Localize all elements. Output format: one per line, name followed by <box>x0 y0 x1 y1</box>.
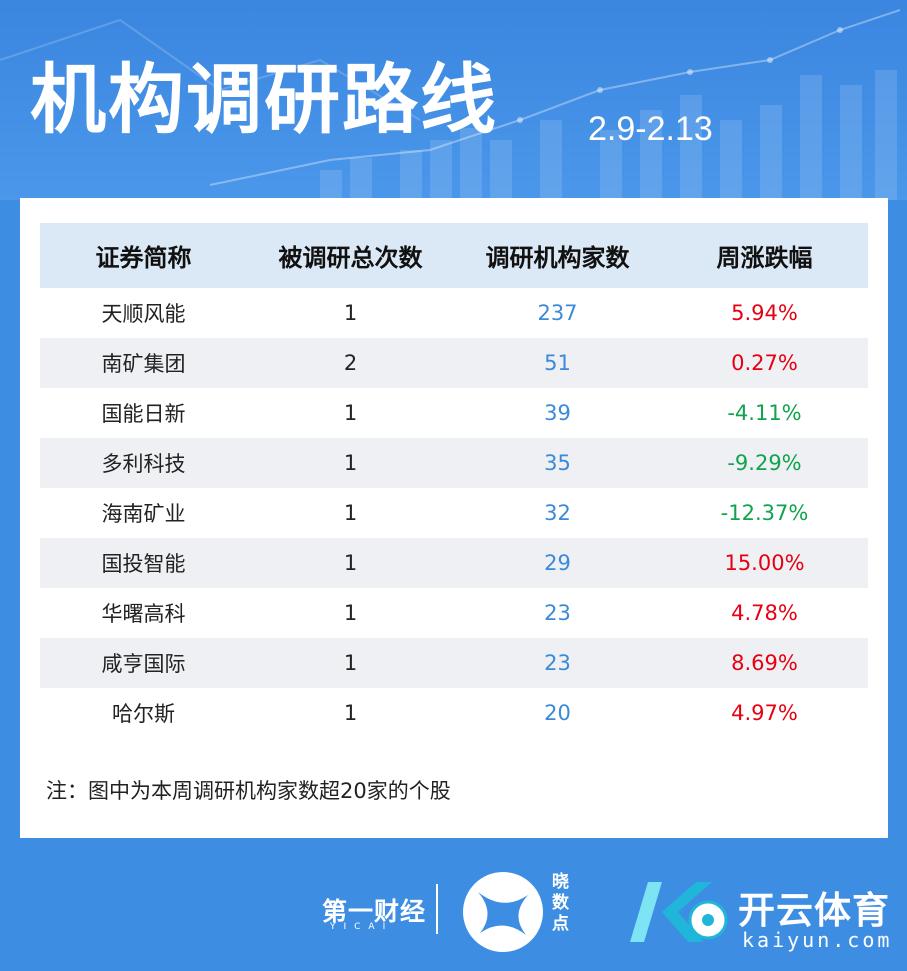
table-row: 咸亨国际 1 23 8.69% <box>40 638 868 688</box>
table-row: 多利科技 1 35 -9.29% <box>40 438 868 488</box>
cell-research-times: 1 <box>343 651 358 675</box>
yicai-logo: 第一财经 <box>322 897 427 926</box>
table-header-row: 证券简称 被调研总次数 调研机构家数 周涨跌幅 <box>40 223 868 288</box>
cell-stock-name: 多利科技 <box>101 452 186 476</box>
cell-stock-name: 国能日新 <box>101 402 186 426</box>
cell-institution-count: 51 <box>544 351 571 375</box>
table-card: 证券简称 被调研总次数 调研机构家数 周涨跌幅 天顺风能 1 237 5.94% 南矿集… <box>20 198 888 838</box>
cell-research-times: 1 <box>343 451 358 475</box>
cell-stock-name: 哈尔斯 <box>112 702 175 726</box>
cell-institution-count: 23 <box>544 651 571 675</box>
cell-research-times: 1 <box>343 401 358 425</box>
kaiyun-brand-url: kaiyun.com <box>742 928 893 952</box>
table-row: 南矿集团 2 51 0.27% <box>40 338 868 388</box>
cell-institution-count: 39 <box>544 401 571 425</box>
cell-research-times: 2 <box>343 351 358 375</box>
cell-weekly-change: 8.69% <box>731 651 798 675</box>
cell-institution-count: 237 <box>537 301 578 325</box>
bar-chart-decoration <box>0 9 901 200</box>
cell-weekly-change: 4.78% <box>731 601 798 625</box>
cell-stock-name: 咸亨国际 <box>101 652 186 676</box>
header-banner: 机构调研路线 2.9-2.13 <box>0 0 907 200</box>
table-row: 海南矿业 1 32 -12.37% <box>40 488 868 538</box>
table-row: 华曙高科 1 23 4.78% <box>40 588 868 638</box>
cell-weekly-change: 5.94% <box>731 301 798 325</box>
cell-weekly-change: -4.11% <box>727 401 802 425</box>
cell-weekly-change: -12.37% <box>720 501 809 525</box>
xiaoshudian-logo-text: 晓数点 <box>552 872 569 934</box>
xiaoshudian-logo-icon <box>463 872 543 952</box>
cell-weekly-change: -9.29% <box>727 451 802 475</box>
cell-weekly-change: 15.00% <box>724 551 805 575</box>
kaiyun-logo-icon <box>630 882 728 942</box>
cell-stock-name: 国投智能 <box>101 552 186 576</box>
column-header-times: 被调研总次数 <box>278 244 423 272</box>
research-table: 证券简称 被调研总次数 调研机构家数 周涨跌幅 天顺风能 1 237 5.94% 南矿集… <box>40 223 868 738</box>
column-header-name: 证券简称 <box>95 244 192 272</box>
cell-institution-count: 35 <box>544 451 571 475</box>
date-range: 2.9-2.13 <box>588 110 713 148</box>
cell-institution-count: 32 <box>544 501 571 525</box>
column-header-change: 周涨跌幅 <box>716 244 813 272</box>
cell-stock-name: 南矿集团 <box>101 352 186 376</box>
column-header-institutions: 调研机构家数 <box>485 244 630 272</box>
logo-divider <box>436 884 438 934</box>
cell-research-times: 1 <box>343 601 358 625</box>
cell-weekly-change: 0.27% <box>731 351 798 375</box>
footnote: 注：图中为本周调研机构家数超20家的个股 <box>46 779 451 803</box>
cell-stock-name: 天顺风能 <box>101 302 186 326</box>
table-row: 哈尔斯 1 20 4.97% <box>40 688 868 738</box>
cell-research-times: 1 <box>343 301 358 325</box>
cell-weekly-change: 4.97% <box>731 701 798 725</box>
yicai-logo-sub: YICAI <box>330 922 394 932</box>
cell-stock-name: 华曙高科 <box>101 602 186 626</box>
cell-research-times: 1 <box>343 701 358 725</box>
table-row: 国投智能 1 29 15.00% <box>40 538 868 588</box>
cell-institution-count: 20 <box>544 701 571 725</box>
cell-research-times: 1 <box>343 501 358 525</box>
page-title: 机构调研路线 <box>30 55 498 144</box>
table-row: 国能日新 1 39 -4.11% <box>40 388 868 438</box>
cell-institution-count: 23 <box>544 601 571 625</box>
table-row: 天顺风能 1 237 5.94% <box>40 288 868 338</box>
table-body: 天顺风能 1 237 5.94% 南矿集团 2 51 0.27% 国能日新 1 39 -4.11% 多利… <box>40 288 868 738</box>
cell-stock-name: 海南矿业 <box>101 502 186 526</box>
cell-research-times: 1 <box>343 551 358 575</box>
cell-institution-count: 29 <box>544 551 571 575</box>
kaiyun-brand-name: 开云体育 <box>738 889 890 932</box>
